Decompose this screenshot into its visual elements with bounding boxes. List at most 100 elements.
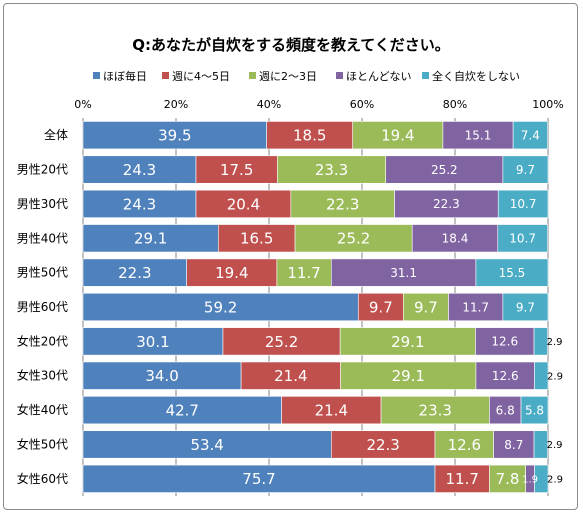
bar-segment bbox=[82, 121, 267, 150]
category-label: 女性60代 bbox=[17, 471, 68, 486]
data-label: 11.7 bbox=[462, 300, 489, 314]
bar-segment bbox=[475, 258, 549, 287]
bar-segment bbox=[442, 121, 514, 150]
bar-segment bbox=[339, 327, 476, 356]
bar-segment bbox=[331, 258, 477, 287]
bar-segment bbox=[82, 327, 224, 356]
x-axis-ticks: 0% 20% 40% 60% 80% 100% bbox=[74, 98, 563, 111]
data-label: 15.1 bbox=[465, 129, 492, 143]
data-label: 39.5 bbox=[158, 127, 191, 145]
data-label: 11.7 bbox=[446, 470, 479, 488]
data-label: 24.3 bbox=[123, 195, 156, 213]
data-label: 9.7 bbox=[516, 163, 535, 177]
chart-legend: ほぼ毎日 週に4～5日 週に2～3日 ほとんどない 全く自炊をしない bbox=[93, 69, 520, 83]
x-tick-label: 80% bbox=[443, 98, 467, 111]
data-label: 10.7 bbox=[509, 232, 536, 246]
category-label: 男性60代 bbox=[17, 300, 68, 314]
bar-segment bbox=[489, 464, 526, 493]
bar-segment bbox=[534, 361, 549, 390]
bar-segment bbox=[448, 292, 504, 322]
category-label: 男性40代 bbox=[17, 231, 68, 245]
bar-segment bbox=[222, 327, 341, 356]
category-label: 女性30代 bbox=[17, 368, 68, 383]
data-label: 17.5 bbox=[220, 161, 253, 179]
data-label: 20.4 bbox=[227, 195, 260, 213]
x-tick-label: 0% bbox=[74, 98, 91, 111]
data-label: 53.4 bbox=[190, 436, 223, 454]
bar-segment bbox=[82, 464, 436, 493]
data-label: 21.4 bbox=[315, 401, 348, 419]
data-label: 29.1 bbox=[392, 367, 425, 385]
bar-segment bbox=[489, 396, 522, 425]
bar-segment bbox=[352, 121, 444, 150]
bar-segment bbox=[82, 258, 187, 287]
category-label: 女性40代 bbox=[17, 402, 68, 417]
data-label: 18.5 bbox=[293, 127, 326, 145]
data-label: 1.9 bbox=[522, 474, 538, 485]
bar-segment bbox=[240, 361, 341, 390]
data-label: 8.7 bbox=[504, 438, 523, 452]
bar-segment bbox=[434, 430, 494, 459]
bar-segment bbox=[290, 189, 395, 218]
category-axis-labels: 全体男性20代男性30代男性40代男性50代男性60代女性20代女性30代女性4… bbox=[17, 127, 68, 486]
data-label: 23.3 bbox=[419, 401, 452, 419]
data-label: 22.3 bbox=[326, 195, 359, 213]
data-label: 5.8 bbox=[525, 403, 544, 417]
bar-segment bbox=[512, 121, 548, 150]
legend-swatch bbox=[249, 72, 256, 79]
legend-label: 全く自炊をしない bbox=[432, 69, 520, 83]
bar-segment bbox=[394, 189, 499, 218]
category-label: 全体 bbox=[44, 127, 68, 142]
bar-segment bbox=[475, 327, 535, 356]
data-label: 2.9 bbox=[547, 371, 563, 382]
category-label: 女性20代 bbox=[17, 333, 68, 348]
data-label: 29.1 bbox=[134, 230, 167, 248]
bar-segment bbox=[195, 189, 292, 218]
data-label: 22.3 bbox=[433, 197, 460, 211]
data-label: 75.7 bbox=[242, 470, 275, 488]
data-label: 2.9 bbox=[547, 337, 563, 348]
legend-label: ほぼ毎日 bbox=[103, 70, 147, 83]
chart-title: Q:あなたが自炊をする頻度を教えてください。 bbox=[132, 36, 450, 54]
x-tick-label: 60% bbox=[350, 98, 374, 111]
bar-segment bbox=[276, 258, 332, 287]
bar-segment bbox=[534, 464, 549, 493]
data-label: 19.4 bbox=[215, 264, 248, 282]
bar-segment bbox=[533, 327, 548, 356]
data-label: 25.2 bbox=[431, 163, 458, 177]
data-label: 22.3 bbox=[366, 436, 399, 454]
bar-segment bbox=[357, 292, 404, 322]
data-label: 22.3 bbox=[118, 264, 151, 282]
bar-segment bbox=[411, 224, 499, 253]
data-label: 10.7 bbox=[510, 197, 537, 211]
data-label: 6.8 bbox=[496, 403, 515, 417]
data-label: 18.4 bbox=[442, 232, 469, 246]
legend-swatch bbox=[93, 72, 100, 79]
data-label: 2.9 bbox=[547, 440, 563, 451]
bar-segment bbox=[266, 121, 353, 150]
category-label: 男性20代 bbox=[17, 163, 68, 177]
bar-segment bbox=[186, 258, 278, 287]
data-label: 7.8 bbox=[496, 470, 520, 488]
category-label: 男性50代 bbox=[17, 266, 68, 280]
bar-segment bbox=[497, 224, 548, 253]
data-label: 30.1 bbox=[136, 333, 169, 351]
data-label: 29.1 bbox=[391, 333, 424, 351]
data-label: 31.1 bbox=[390, 266, 417, 280]
x-tick-label: 40% bbox=[257, 98, 281, 111]
data-label: 21.4 bbox=[274, 367, 307, 385]
data-label: 23.3 bbox=[315, 161, 348, 179]
legend-swatch bbox=[162, 72, 169, 79]
bar-segment bbox=[82, 224, 219, 253]
x-tick-label: 20% bbox=[164, 98, 188, 111]
bar-segment bbox=[493, 430, 535, 459]
bar-segment bbox=[82, 396, 282, 425]
bar-segment bbox=[403, 292, 449, 322]
data-label: 25.2 bbox=[337, 230, 370, 248]
data-label: 11.7 bbox=[287, 264, 320, 282]
data-label: 34.0 bbox=[145, 367, 178, 385]
data-label: 9.7 bbox=[414, 298, 438, 316]
legend-label: 週に2～3日 bbox=[259, 70, 317, 83]
data-label: 12.6 bbox=[492, 369, 519, 383]
